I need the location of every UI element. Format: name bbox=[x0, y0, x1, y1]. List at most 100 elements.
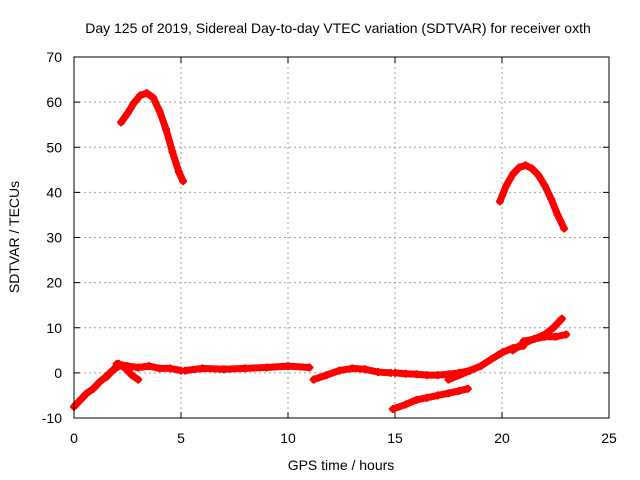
data-point bbox=[412, 370, 421, 379]
x-tick-label: 20 bbox=[494, 430, 510, 446]
data-point bbox=[401, 369, 410, 378]
data-point bbox=[168, 147, 177, 156]
data-point bbox=[560, 224, 569, 233]
data-point bbox=[322, 371, 331, 380]
y-tick-label: 30 bbox=[46, 230, 62, 246]
x-tick-label: 0 bbox=[70, 430, 78, 446]
data-point bbox=[134, 375, 143, 384]
data-point bbox=[487, 355, 496, 364]
data-point bbox=[149, 93, 158, 102]
series-band-late bbox=[519, 330, 571, 346]
data-point bbox=[108, 366, 117, 375]
data-series bbox=[70, 89, 571, 413]
axis-ticks bbox=[73, 56, 610, 419]
data-point bbox=[547, 195, 556, 204]
data-point bbox=[423, 371, 432, 380]
data-point bbox=[305, 363, 314, 372]
data-point bbox=[155, 364, 164, 373]
data-point bbox=[123, 362, 132, 371]
data-point bbox=[412, 395, 421, 404]
series-arc-high-early bbox=[117, 89, 188, 186]
grid bbox=[74, 57, 609, 418]
data-point bbox=[117, 118, 126, 127]
data-point bbox=[495, 197, 504, 206]
data-point bbox=[521, 161, 530, 170]
data-point bbox=[102, 373, 111, 382]
series-flat-11-15h bbox=[309, 364, 395, 384]
data-point bbox=[89, 384, 98, 393]
chart-title: Day 125 of 2019, Sidereal Day-to-day VTE… bbox=[85, 20, 591, 36]
data-point bbox=[95, 377, 104, 386]
data-point bbox=[284, 362, 292, 371]
data-point bbox=[444, 389, 453, 398]
data-point bbox=[82, 389, 91, 398]
data-point bbox=[476, 362, 485, 371]
data-point bbox=[179, 177, 188, 186]
y-axis-label: SDTVAR / TECUs bbox=[6, 181, 22, 293]
y-tick-label: 60 bbox=[46, 94, 62, 110]
data-point bbox=[519, 337, 528, 346]
data-point bbox=[508, 346, 517, 355]
data-point bbox=[134, 363, 143, 372]
data-point bbox=[455, 386, 464, 395]
data-point bbox=[433, 371, 442, 380]
data-point bbox=[528, 164, 536, 173]
data-point bbox=[557, 314, 566, 323]
data-point bbox=[76, 395, 85, 404]
data-point bbox=[144, 362, 153, 371]
data-point bbox=[262, 363, 271, 372]
data-point bbox=[562, 330, 571, 339]
data-point bbox=[309, 375, 318, 384]
data-point bbox=[112, 359, 121, 368]
tick-labels: 0 5 10 15 20 25 -10 0 10 20 30 40 50 60 70 bbox=[42, 49, 617, 446]
data-point bbox=[401, 400, 410, 409]
data-point bbox=[127, 371, 136, 380]
data-point bbox=[444, 375, 453, 384]
series-flat-5-11h bbox=[181, 362, 314, 375]
data-point bbox=[553, 210, 562, 219]
data-point bbox=[166, 364, 175, 373]
data-point bbox=[388, 405, 397, 413]
data-point bbox=[463, 384, 472, 393]
data-point bbox=[129, 99, 138, 107]
series-arc-high-late bbox=[495, 161, 569, 233]
data-point bbox=[540, 181, 549, 190]
data-point bbox=[181, 366, 190, 375]
data-point bbox=[162, 125, 170, 134]
series-low-15-18h bbox=[388, 384, 472, 413]
data-point bbox=[502, 181, 511, 190]
data-point bbox=[423, 393, 432, 402]
x-tick-label: 10 bbox=[280, 430, 296, 446]
data-point bbox=[433, 391, 442, 400]
y-tick-label: 50 bbox=[46, 139, 62, 155]
data-point bbox=[498, 348, 506, 357]
x-tick-label: 15 bbox=[387, 430, 403, 446]
data-point bbox=[373, 368, 382, 376]
data-point bbox=[530, 335, 539, 343]
data-point bbox=[136, 91, 145, 100]
x-tick-label: 25 bbox=[601, 430, 617, 446]
data-point bbox=[142, 89, 151, 98]
y-tick-label: 40 bbox=[46, 184, 62, 200]
data-point bbox=[455, 371, 464, 380]
data-point bbox=[515, 163, 524, 172]
y-tick-label: 20 bbox=[46, 275, 62, 291]
x-axis-label: GPS time / hours bbox=[288, 457, 395, 473]
series-flat-2-6h bbox=[112, 359, 185, 375]
y-tick-label: 10 bbox=[46, 320, 62, 336]
data-point bbox=[335, 366, 344, 375]
y-tick-label: 0 bbox=[54, 365, 62, 381]
data-point bbox=[241, 364, 250, 373]
data-point bbox=[508, 170, 517, 179]
series-line bbox=[117, 89, 187, 185]
data-point bbox=[348, 364, 357, 373]
data-point bbox=[549, 323, 558, 332]
data-point bbox=[551, 332, 560, 341]
data-point bbox=[198, 364, 207, 373]
data-point bbox=[540, 332, 549, 341]
data-point bbox=[174, 168, 183, 177]
x-tick-label: 5 bbox=[177, 430, 185, 446]
y-tick-label: -10 bbox=[42, 410, 62, 426]
data-point bbox=[534, 171, 543, 180]
